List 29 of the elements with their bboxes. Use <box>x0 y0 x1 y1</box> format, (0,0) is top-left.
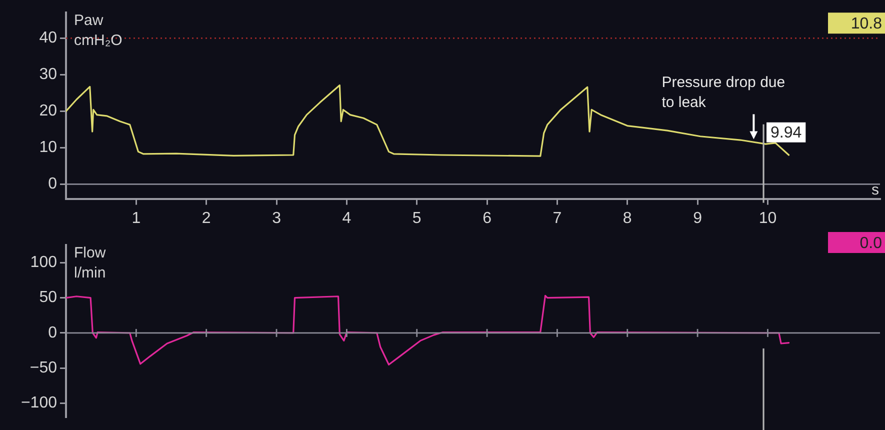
ref-line-label: 9.94 <box>770 124 802 142</box>
x-tick-label: 4 <box>342 210 352 227</box>
annotation: 10.8 <box>850 16 882 33</box>
annotation: Pressure drop due to leak <box>662 74 786 112</box>
x-tick-label: 1 <box>132 210 141 227</box>
x-tick-label: 5 <box>412 210 422 227</box>
x-tick-label: 7 <box>552 210 562 227</box>
y-tick-label: 20 <box>39 102 58 120</box>
x-axis-title: s <box>872 181 879 198</box>
x-tick-label: 10 <box>758 210 777 227</box>
y-tick-label: 30 <box>39 66 58 84</box>
y-axis-title: l/min <box>74 264 106 282</box>
y-tick-label: 10 <box>39 139 58 156</box>
x-tick-label: 6 <box>482 210 492 227</box>
y-tick-label: 40 <box>39 30 58 47</box>
y-tick-label: 50 <box>39 289 58 306</box>
x-tick-label: 2 <box>202 210 211 227</box>
y-tick-label: −50 <box>30 360 58 377</box>
y-tick-label: 0 <box>48 324 58 342</box>
chart-title: Flow <box>74 244 106 262</box>
y-tick-label: 100 <box>30 254 58 271</box>
annotation: 0.0 <box>860 234 882 252</box>
x-tick-label: 3 <box>272 210 282 227</box>
y-tick-label: −100 <box>20 394 58 412</box>
x-tick-label: 8 <box>622 210 632 227</box>
y-axis-title: cmH₂O <box>74 32 122 50</box>
y-tick-label: 0 <box>48 176 58 193</box>
x-tick-label: 9 <box>693 210 702 227</box>
chart-title: Paw <box>74 12 104 30</box>
